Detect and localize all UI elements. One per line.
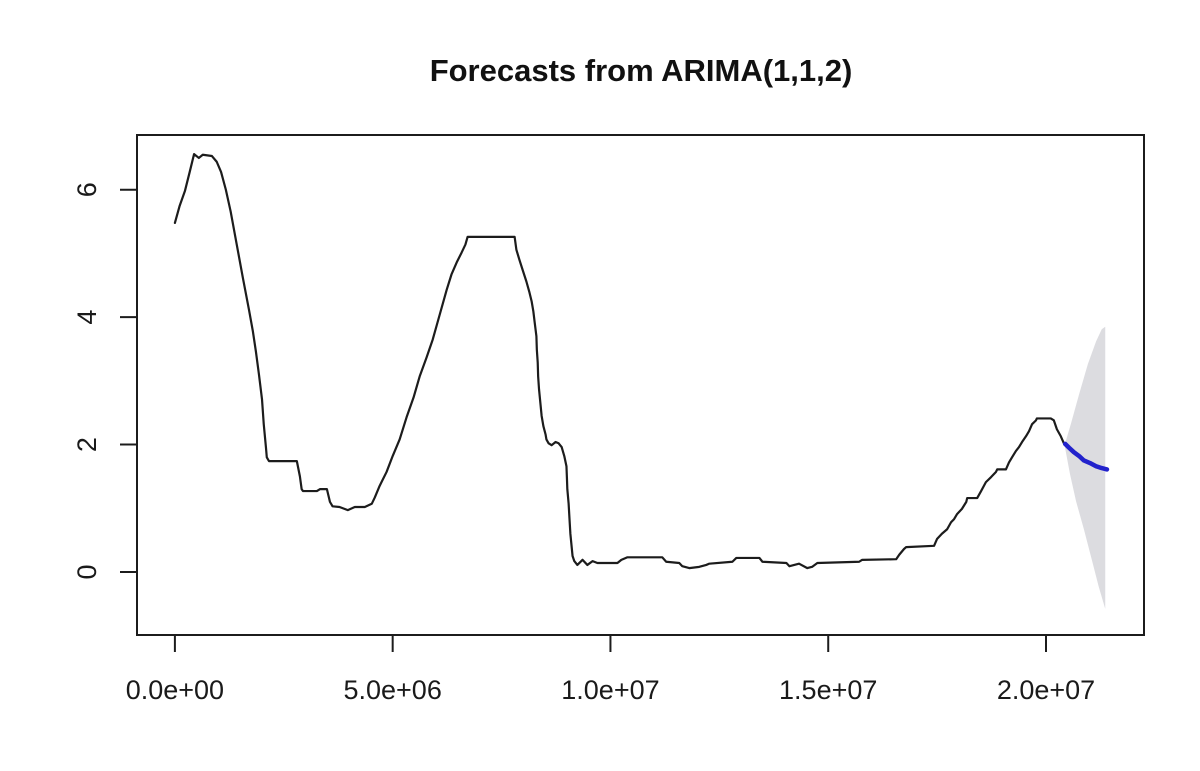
x-tick-label: 1.5e+07 (779, 675, 877, 705)
historical-series-line (173, 153, 1065, 570)
axes-layer: 0.0e+00 5.0e+06 1.0e+07 1.5e+07 2.0e+07 0 2 4 6 (72, 134, 1145, 705)
chart-title: Forecasts from ARIMA(1,1,2) (430, 53, 853, 88)
forecast-confidence-interval (1065, 326, 1106, 609)
y-tick-label: 0 (72, 564, 102, 579)
x-tick-label: 0.0e+00 (126, 675, 224, 705)
series-layer (173, 153, 1110, 570)
y-tick-label: 4 (72, 310, 102, 325)
forecast-series-line (1062, 441, 1110, 472)
x-tick-label: 2.0e+07 (997, 675, 1095, 705)
confidence-interval-layer (1065, 326, 1106, 609)
plot-border (136, 134, 1145, 636)
y-tick-label: 6 (72, 182, 102, 197)
x-tick-label: 1.0e+07 (561, 675, 659, 705)
x-tick-label: 5.0e+06 (343, 675, 441, 705)
y-tick-label: 2 (72, 437, 102, 452)
